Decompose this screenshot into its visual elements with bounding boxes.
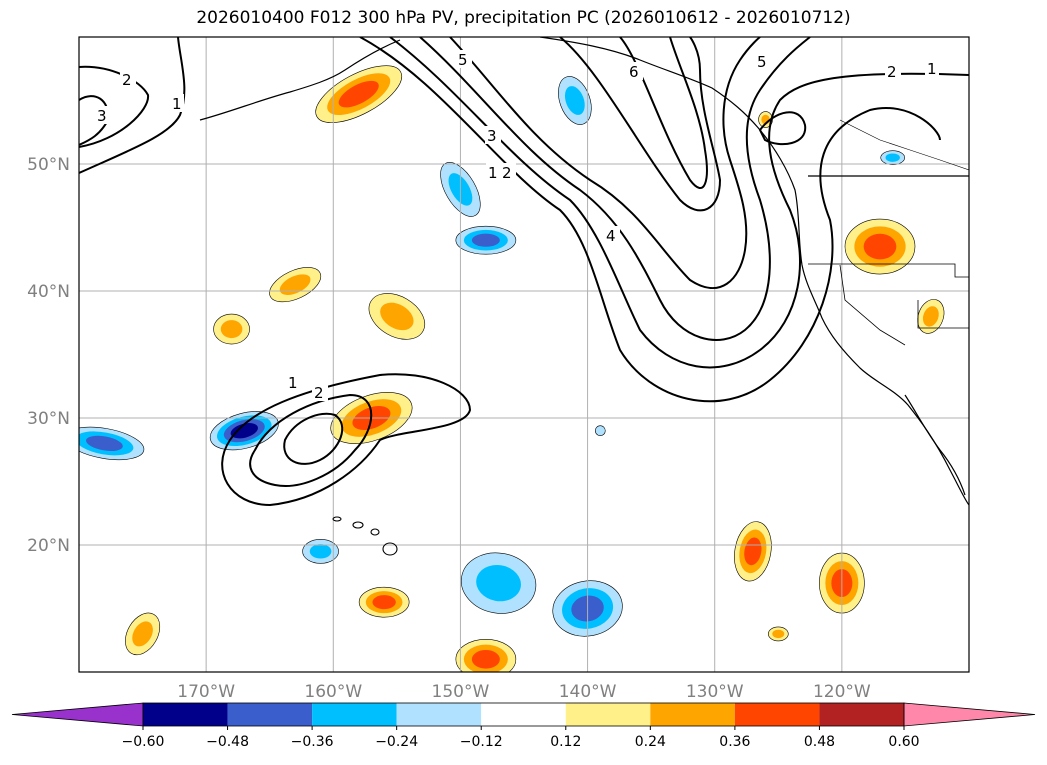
precip-level (744, 537, 762, 566)
precip-level (132, 621, 153, 647)
precip-blob (79, 426, 145, 461)
precip-level (885, 153, 900, 162)
precip-level (863, 233, 897, 260)
colorbar-segment (481, 703, 566, 726)
contour-label-2b: 2 (502, 164, 512, 182)
coastlines (199, 37, 969, 506)
precip-blob (917, 299, 945, 334)
colorbar-segment (143, 703, 228, 726)
precipitation-layer (79, 65, 945, 672)
precip-blob (734, 521, 772, 582)
precip-blob (358, 586, 410, 618)
colorbar-segment (565, 703, 651, 726)
colorbar-outline (142, 702, 905, 727)
baja-coast (904, 394, 966, 496)
precip-level (476, 564, 521, 602)
contour-labels: 2 3 1 5 3 1 2 4 6 5 2 1 1 2 (95, 50, 939, 402)
states-border (808, 263, 969, 278)
y-tick-label: 50°N (27, 155, 70, 175)
colorbar-segment (734, 703, 820, 726)
colorbar-tick-label: 0.60 (888, 734, 919, 750)
precip-blob (455, 639, 517, 672)
colorbar-tick-label: 0.36 (719, 734, 750, 750)
colorbar-tick-label: −0.36 (291, 734, 334, 750)
precip-level (338, 80, 379, 108)
precip-blob (125, 612, 161, 656)
precip-level (922, 306, 939, 327)
contour-label-5a: 5 (458, 51, 468, 69)
colorbar-tick-label: −0.12 (460, 734, 503, 750)
chart-title: 2026010400 F012 300 hPa PV, precipitatio… (196, 8, 851, 28)
colorbar-tick-label: −0.60 (122, 734, 165, 750)
y-tick-label: 20°N (27, 536, 70, 556)
y-tick-label: 30°N (27, 409, 70, 429)
precip-level (279, 274, 311, 295)
precip-level (380, 302, 414, 331)
precip-blob (368, 293, 425, 340)
hawaiian-islands (332, 516, 398, 556)
precip-level (564, 86, 585, 115)
contour-label-1c: 1 (927, 60, 937, 78)
contour-label-4a: 4 (606, 227, 616, 245)
x-tick-label: 160°W (304, 682, 362, 702)
contour-label-2a: 2 (122, 71, 132, 89)
precip-level (309, 544, 332, 559)
alaska-coast (199, 39, 401, 121)
colorbar-tick-label: 0.24 (635, 734, 666, 750)
contour-label-3b: 3 (487, 127, 497, 145)
colorbar-tick-label: 0.12 (550, 734, 581, 750)
colorbar-segment (819, 703, 904, 726)
precip-blob (767, 626, 789, 642)
precip-blob (558, 76, 592, 125)
precip-blob (880, 150, 906, 165)
colorbar-tick-label: −0.48 (206, 734, 249, 750)
canada-line (839, 119, 969, 171)
precip-level (372, 595, 396, 610)
colorbar: −0.60 −0.48 −0.36 −0.24 −0.12 0.12 0.24 0.36 0.4… (11, 702, 1036, 750)
contour-label-5b: 5 (757, 53, 767, 71)
map-frame (78, 36, 970, 673)
precip-level (594, 425, 606, 437)
precip-blob (269, 267, 322, 303)
precip-level (230, 423, 258, 439)
colorbar-tick-label: 0.48 (804, 734, 835, 750)
precip-blob (594, 425, 606, 437)
precip-level (471, 233, 500, 247)
x-tick-label: 120°W (813, 682, 871, 702)
colorbar-tick-label: −0.24 (375, 734, 418, 750)
colorbar-segment (312, 703, 397, 726)
colorbar-extend-low (11, 702, 144, 727)
colorbar-segment (396, 703, 482, 726)
precip-blob (460, 552, 537, 614)
x-tick-label: 150°W (432, 682, 490, 702)
axis-labels: 20°N 30°N 40°N 50°N 170°W 160°W 150°W 140°W 130°… (27, 155, 871, 702)
contour-label-1a: 1 (172, 95, 182, 113)
x-tick-label: 170°W (177, 682, 235, 702)
y-tick-label: 40°N (27, 282, 70, 302)
state-line-3 (839, 264, 906, 346)
contour-label-3a: 3 (97, 107, 107, 125)
x-tick-label: 140°W (559, 682, 617, 702)
precip-level (471, 649, 500, 669)
precip-blob (213, 313, 250, 345)
colorbar-extend-high (903, 702, 1036, 727)
contour-label-2c: 2 (887, 63, 897, 81)
contour-label-2d: 2 (314, 384, 324, 402)
contour-label-6a: 6 (629, 63, 639, 81)
precip-blob (315, 65, 402, 123)
precip-blob (455, 225, 517, 255)
precip-blob (844, 218, 916, 275)
precip-level (772, 629, 785, 639)
x-tick-label: 130°W (686, 682, 744, 702)
precip-level (220, 320, 243, 339)
contour-label-1d: 1 (288, 374, 298, 392)
colorbar-segment (227, 703, 313, 726)
contour-label-1b: 1 (488, 164, 498, 182)
state-line-2 (917, 300, 969, 329)
colorbar-segment (650, 703, 735, 726)
precip-level (86, 435, 123, 452)
